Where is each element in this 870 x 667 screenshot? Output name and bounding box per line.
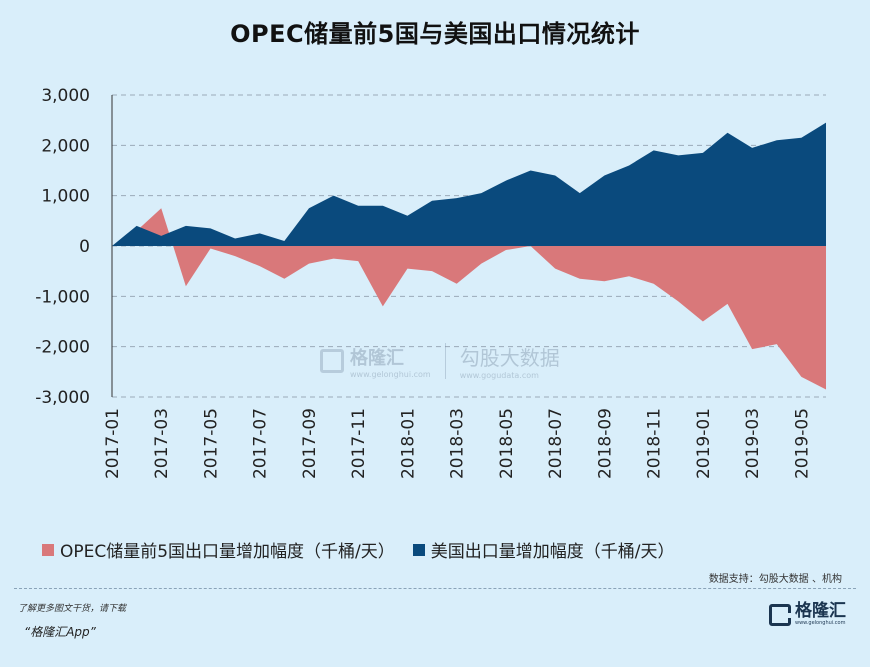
x-tick-label: 2017-01 (103, 408, 123, 479)
y-tick-label: -3,000 (35, 388, 90, 408)
legend-swatch-opec (42, 543, 54, 556)
brand-name: 格隆汇 (795, 601, 846, 621)
watermark-name-2: 勾股大数据 (459, 346, 560, 370)
x-tick-label: 2017-03 (152, 408, 172, 479)
legend-item-opec: OPEC储量前5国出口量增加幅度（千桶/天） (42, 537, 395, 562)
y-tick-label: -1,000 (35, 287, 90, 307)
y-tick-label: 0 (79, 237, 90, 257)
footer-divider (14, 588, 856, 589)
chart-legend: OPEC储量前5国出口量增加幅度（千桶/天） 美国出口量增加幅度（千桶/天） (42, 537, 693, 562)
y-tick-label: 3,000 (41, 86, 90, 106)
x-tick-label: 2018-05 (497, 408, 517, 479)
watermark-url-1: www.gelonghui.com (350, 369, 431, 379)
brand-logo: 格隆汇 www.gelonghui.com (769, 603, 846, 626)
legend-label-us: 美国出口量增加幅度（千桶/天） (430, 542, 675, 562)
series-areas (112, 122, 826, 390)
promo-app-name: “格隆汇App” (24, 625, 96, 639)
axes: 3,000 2,000 1,000 0 -1,000 -2,000 -3,000 2017-0… (35, 86, 812, 479)
watermark: 格隆汇 www.gelonghui.com 勾股大数据 www.gogudata… (320, 342, 560, 380)
x-tick-label: 2017-09 (300, 408, 320, 479)
x-tick-label: 2018-03 (448, 408, 468, 479)
x-tick-label: 2018-01 (398, 408, 418, 479)
x-tick-label: 2018-09 (595, 408, 615, 479)
brand-url: www.gelonghui.com (795, 620, 846, 626)
watermark-url-2: www.gogudata.com (459, 371, 539, 380)
x-tick-label: 2019-03 (743, 408, 763, 479)
x-tick-label: 2019-01 (694, 408, 714, 479)
gelonghui-logo-icon (769, 603, 791, 626)
series-area-us (112, 122, 826, 246)
legend-swatch-us (412, 543, 425, 556)
x-tick-label: 2018-07 (546, 408, 566, 479)
x-tick-label: 2017-11 (349, 408, 369, 479)
legend-label-opec: OPEC储量前5国出口量增加幅度（千桶/天） (60, 542, 395, 562)
chart-title: OPEC储量前5国与美国出口情况统计 (230, 20, 640, 48)
x-tick-label: 2019-05 (792, 408, 812, 479)
x-tick-label: 2017-05 (201, 408, 221, 479)
gelonghui-logo-icon (320, 349, 344, 373)
y-tick-label: 2,000 (41, 136, 90, 156)
series-area-opec (112, 208, 826, 390)
x-tick-label: 2017-07 (251, 408, 271, 479)
watermark-separator (444, 343, 446, 379)
legend-item-us: 美国出口量增加幅度（千桶/天） (412, 537, 675, 562)
y-tick-label: 1,000 (41, 187, 90, 207)
y-tick-label: -2,000 (35, 338, 90, 358)
data-source: 数据支持：勾股大数据 、机构 (708, 574, 842, 585)
x-tick-label: 2018-11 (645, 408, 665, 479)
promo-text: 了解更多图文干货，请下载 (18, 604, 127, 614)
watermark-name-1: 格隆汇 (350, 347, 404, 369)
